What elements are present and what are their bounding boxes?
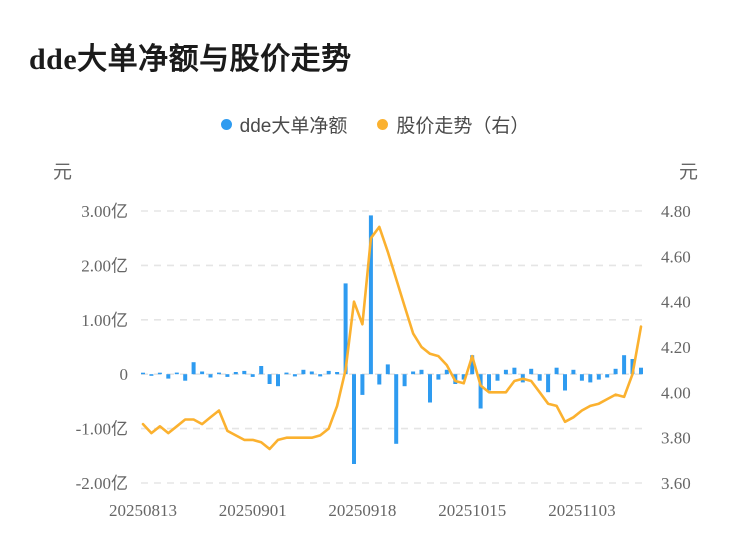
chart-title: dde大单净额与股价走势 xyxy=(29,43,352,76)
bar xyxy=(183,374,188,381)
bar xyxy=(326,370,331,375)
bar xyxy=(411,371,416,375)
right-axis-unit: 元 xyxy=(678,162,698,183)
bar xyxy=(394,374,399,444)
bar xyxy=(436,374,441,380)
x-axis-tick-labels: 20250813 20250901 20250918 20251015 20251103 xyxy=(109,501,616,520)
bar xyxy=(343,283,348,375)
bar xyxy=(579,374,584,381)
bar xyxy=(141,372,145,375)
legend-label-dde-net: dde大单净额 xyxy=(239,116,348,137)
bar xyxy=(368,215,373,375)
bar xyxy=(157,372,162,375)
bar xyxy=(512,367,517,375)
svg-text:3.60: 3.60 xyxy=(661,474,691,493)
bar xyxy=(613,368,618,375)
bar xyxy=(537,374,542,381)
bar xyxy=(529,368,534,375)
legend-item-price-trend[interactable]: 股价走势（右） xyxy=(377,111,529,138)
bar xyxy=(225,374,230,377)
bar-series-dde-net xyxy=(141,215,643,464)
bar xyxy=(352,374,356,464)
price-line xyxy=(141,225,643,451)
bar xyxy=(487,374,491,391)
bar xyxy=(546,374,551,393)
svg-text:20251103: 20251103 xyxy=(548,501,615,520)
bar xyxy=(284,372,289,375)
svg-text:4.40: 4.40 xyxy=(661,293,691,312)
bar xyxy=(217,372,221,375)
bar xyxy=(588,374,593,383)
right-axis-tick-labels: 4.80 4.60 4.40 4.20 4.00 3.80 3.60 xyxy=(661,202,691,493)
bar xyxy=(250,374,255,377)
left-axis-tick-labels: 3.00亿 2.00亿 1.00亿 0 -1.00亿 -2.00亿 xyxy=(76,202,128,493)
bar xyxy=(309,371,314,375)
svg-text:4.60: 4.60 xyxy=(661,247,691,266)
bar xyxy=(166,374,171,379)
svg-text:4.20: 4.20 xyxy=(661,338,691,357)
svg-text:4.80: 4.80 xyxy=(661,202,691,221)
bar xyxy=(639,367,643,375)
bar xyxy=(259,366,264,375)
bar xyxy=(478,374,483,409)
svg-text:20250901: 20250901 xyxy=(219,501,287,520)
bar xyxy=(605,374,610,378)
bar xyxy=(301,369,306,375)
chart-legend: dde大单净额 股价走势（右） xyxy=(0,111,750,138)
bar xyxy=(495,374,500,381)
bar xyxy=(242,370,247,375)
bar xyxy=(503,369,508,375)
bar xyxy=(335,372,340,375)
bar xyxy=(174,372,179,375)
legend-label-price-trend: 股价走势（右） xyxy=(396,116,530,137)
svg-text:1.00亿: 1.00亿 xyxy=(81,311,128,330)
bar xyxy=(276,374,280,387)
svg-text:-1.00亿: -1.00亿 xyxy=(76,420,128,439)
bar xyxy=(554,367,559,375)
svg-text:2.00亿: 2.00亿 xyxy=(81,256,128,275)
svg-text:3.80: 3.80 xyxy=(661,429,691,448)
bar xyxy=(444,369,449,375)
bar xyxy=(191,362,196,375)
bar xyxy=(292,374,297,377)
bar xyxy=(377,374,382,385)
bar xyxy=(419,369,424,375)
bar xyxy=(461,374,466,380)
svg-text:0: 0 xyxy=(120,365,129,384)
bar xyxy=(233,372,238,375)
legend-dot-blue-icon xyxy=(220,119,232,130)
bar xyxy=(402,374,407,387)
bar xyxy=(630,359,635,375)
svg-text:20251015: 20251015 xyxy=(438,501,506,520)
bar xyxy=(200,371,205,375)
bar xyxy=(318,374,323,377)
svg-text:20250918: 20250918 xyxy=(328,501,396,520)
legend-item-dde-net[interactable]: dde大单净额 xyxy=(220,111,348,138)
bar xyxy=(622,355,627,375)
left-axis-unit: 元 xyxy=(53,162,73,183)
bar xyxy=(149,374,154,376)
bar xyxy=(385,364,390,375)
svg-text:3.00亿: 3.00亿 xyxy=(81,202,128,221)
bar xyxy=(360,374,365,395)
bar xyxy=(571,369,576,375)
bar xyxy=(428,374,432,403)
bar xyxy=(563,374,567,391)
legend-dot-yellow-icon xyxy=(377,119,389,130)
bar xyxy=(208,374,213,378)
bar xyxy=(267,374,272,384)
bar xyxy=(596,374,601,380)
svg-text:-2.00亿: -2.00亿 xyxy=(76,474,128,493)
bar xyxy=(470,355,475,375)
grid-lines xyxy=(141,210,644,484)
svg-text:4.00: 4.00 xyxy=(661,383,691,402)
svg-text:20250813: 20250813 xyxy=(109,501,177,520)
